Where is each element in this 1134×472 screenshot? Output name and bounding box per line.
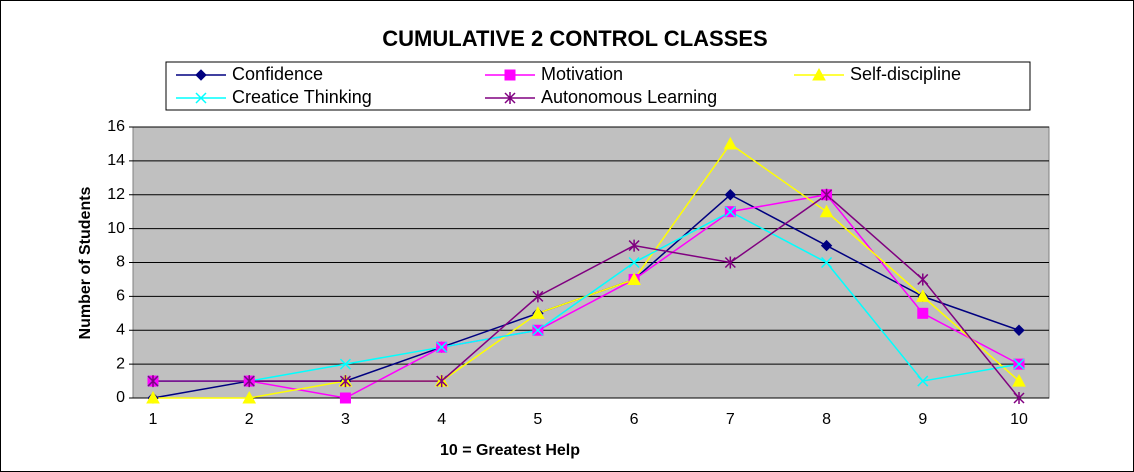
x-tick-label: 8 xyxy=(822,411,831,428)
data-point xyxy=(532,324,544,336)
data-point xyxy=(628,256,640,269)
legend xyxy=(165,61,1031,111)
x-tick-label: 6 xyxy=(630,411,639,428)
legend-marker xyxy=(504,92,516,104)
y-tick-label: 6 xyxy=(116,288,125,305)
data-point xyxy=(436,341,448,353)
data-point xyxy=(1013,358,1025,370)
y-tick-label: 2 xyxy=(116,355,125,372)
legend-marker xyxy=(812,67,826,81)
legend-label: Motivation xyxy=(541,64,623,84)
data-point xyxy=(531,306,545,319)
data-point xyxy=(915,289,930,302)
y-tick-label: 14 xyxy=(107,152,125,169)
x-tick-label: 3 xyxy=(341,411,350,428)
data-point xyxy=(1013,324,1025,336)
data-point xyxy=(723,136,738,150)
x-tick-label: 9 xyxy=(918,411,927,428)
data-point xyxy=(627,272,641,285)
data-point xyxy=(1012,374,1026,387)
data-point xyxy=(724,256,736,269)
y-tick-label: 8 xyxy=(116,254,125,271)
series-line xyxy=(153,193,1020,399)
series-line xyxy=(153,210,1020,382)
y-tick-label: 10 xyxy=(107,220,125,237)
data-point xyxy=(724,189,737,201)
x-tick-label: 5 xyxy=(533,411,542,428)
data-point xyxy=(917,375,929,387)
data-point xyxy=(820,239,833,252)
legend-label: Self-discipline xyxy=(850,64,961,84)
y-tick-label: 4 xyxy=(116,321,125,338)
x-tick-label: 10 xyxy=(1010,411,1028,428)
data-point xyxy=(821,256,833,269)
data-point xyxy=(917,273,929,286)
data-point xyxy=(339,358,351,370)
data-point xyxy=(1013,392,1025,404)
legend-marker xyxy=(195,69,207,81)
legend-marker xyxy=(504,69,516,81)
x-tick-label: 2 xyxy=(245,411,254,428)
data-point xyxy=(917,307,929,319)
data-point xyxy=(147,375,159,388)
data-point xyxy=(339,375,351,388)
x-axis-label: 10 = Greatest Help xyxy=(440,442,580,459)
data-point xyxy=(821,188,833,201)
y-axis-label: Number of Students xyxy=(77,186,94,339)
legend-label: Autonomous Learning xyxy=(541,87,717,107)
legend-label: Creatice Thinking xyxy=(232,87,372,107)
chart-title: CUMULATIVE 2 CONTROL CLASSES xyxy=(382,26,767,51)
data-point xyxy=(242,390,257,404)
y-tick-label: 12 xyxy=(107,186,125,203)
data-point xyxy=(146,390,160,404)
data-point xyxy=(819,204,834,218)
data-point xyxy=(243,375,255,388)
x-tick-label: 7 xyxy=(726,411,735,428)
y-tick-label: 0 xyxy=(116,389,125,406)
legend-marker xyxy=(195,92,207,104)
data-point xyxy=(436,375,448,388)
data-point xyxy=(532,290,544,303)
x-tick-label: 1 xyxy=(149,411,158,428)
data-point xyxy=(724,206,736,218)
data-point xyxy=(628,239,640,252)
data-point xyxy=(339,392,351,404)
legend-label: Confidence xyxy=(232,64,323,84)
x-tick-label: 4 xyxy=(437,411,446,428)
y-tick-label: 16 xyxy=(107,118,125,135)
